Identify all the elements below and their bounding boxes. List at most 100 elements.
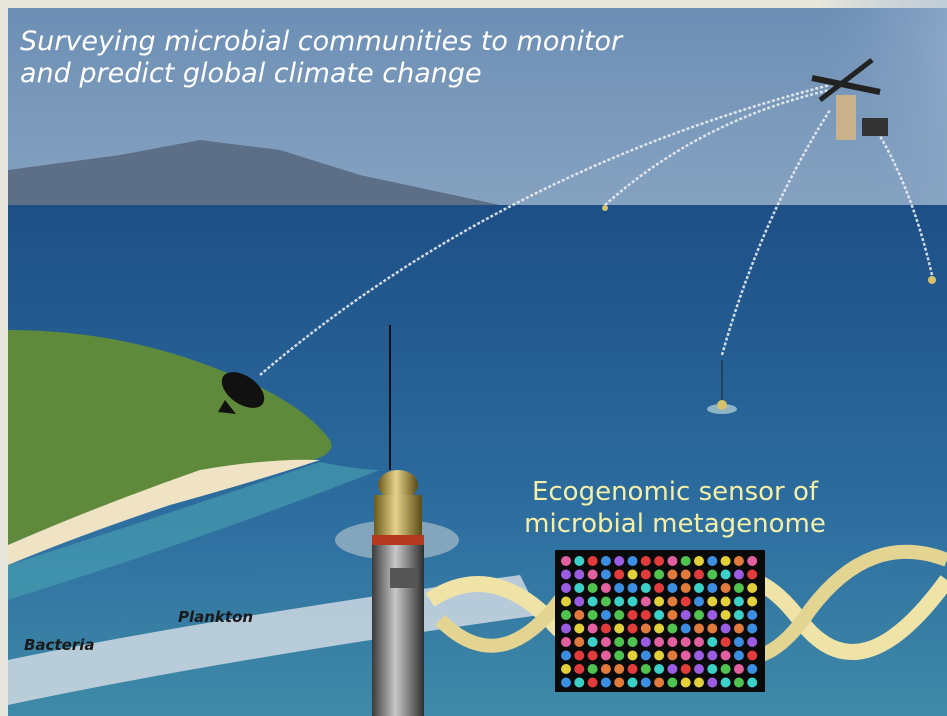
- spot: [667, 596, 678, 607]
- spot: [707, 637, 718, 647]
- spot: [694, 583, 704, 593]
- spot: [574, 569, 585, 580]
- spot: [733, 569, 744, 580]
- spot: [614, 677, 625, 688]
- spot: [667, 623, 678, 634]
- spot: [574, 623, 585, 634]
- spot: [587, 623, 598, 634]
- spot: [587, 677, 598, 688]
- spot: [680, 623, 691, 634]
- spot: [667, 650, 678, 661]
- spot: [587, 610, 598, 620]
- spot: [667, 583, 678, 593]
- spot: [707, 596, 718, 607]
- spot: [587, 637, 598, 647]
- spot: [614, 569, 625, 580]
- spot: [680, 610, 691, 620]
- spot: [614, 650, 625, 661]
- mountains: [8, 140, 500, 205]
- spot: [720, 556, 731, 566]
- spot: [587, 664, 598, 674]
- spot: [707, 583, 718, 593]
- spot: [707, 623, 718, 634]
- spot: [747, 650, 758, 661]
- spot: [587, 569, 598, 580]
- spot: [640, 637, 651, 647]
- spot: [600, 596, 611, 607]
- spot: [680, 650, 691, 661]
- spot: [561, 556, 571, 566]
- spot: [694, 677, 704, 688]
- spot: [561, 596, 571, 607]
- spot: [694, 637, 704, 647]
- spot: [614, 556, 625, 566]
- spot: [720, 664, 731, 674]
- spot: [694, 569, 704, 580]
- spot: [747, 637, 758, 647]
- spot: [654, 596, 665, 607]
- signal: [604, 88, 831, 206]
- spot: [600, 623, 611, 634]
- buoy: [707, 360, 737, 414]
- spot: [680, 637, 691, 647]
- spot: [694, 623, 704, 634]
- spot: [747, 596, 758, 607]
- spot: [561, 583, 571, 593]
- spot: [574, 556, 585, 566]
- spot: [614, 583, 625, 593]
- spot: [627, 583, 638, 593]
- spot: [720, 569, 731, 580]
- spot: [680, 569, 691, 580]
- spot: [733, 664, 744, 674]
- spot: [747, 583, 758, 593]
- spot: [667, 677, 678, 688]
- spot: [600, 610, 611, 620]
- spot: [694, 596, 704, 607]
- spot: [654, 623, 665, 634]
- spot: [561, 650, 571, 661]
- spot: [574, 677, 585, 688]
- spot: [733, 623, 744, 634]
- spot: [640, 569, 651, 580]
- spot: [667, 569, 678, 580]
- spot: [561, 637, 571, 647]
- spot: [561, 623, 571, 634]
- spot: [733, 637, 744, 647]
- spot: [747, 556, 758, 566]
- spot: [720, 610, 731, 620]
- spot: [747, 610, 758, 620]
- spot: [667, 610, 678, 620]
- spot: [640, 677, 651, 688]
- spot: [733, 610, 744, 620]
- buoy: [928, 276, 936, 284]
- spot: [654, 583, 665, 593]
- spot: [747, 677, 758, 688]
- spot: [574, 664, 585, 674]
- spot: [614, 623, 625, 634]
- spot: [587, 556, 598, 566]
- spot: [733, 556, 744, 566]
- bacteria-label: Bacteria: [24, 636, 94, 654]
- shallows: [8, 462, 380, 600]
- spot: [667, 637, 678, 647]
- spot: [640, 596, 651, 607]
- spot: [733, 677, 744, 688]
- title-line: Surveying microbial communities to monit…: [20, 26, 624, 57]
- spot: [694, 610, 704, 620]
- signal: [720, 109, 832, 356]
- spot: [640, 650, 651, 661]
- spot: [600, 556, 611, 566]
- spot: [574, 583, 585, 593]
- spot: [561, 610, 571, 620]
- buoy: [602, 205, 608, 211]
- spot: [627, 664, 638, 674]
- spot: [654, 610, 665, 620]
- spot: [720, 623, 731, 634]
- spot: [654, 650, 665, 661]
- spot: [707, 610, 718, 620]
- spot: [574, 650, 585, 661]
- spot: [667, 556, 678, 566]
- spot: [707, 664, 718, 674]
- spot: [627, 637, 638, 647]
